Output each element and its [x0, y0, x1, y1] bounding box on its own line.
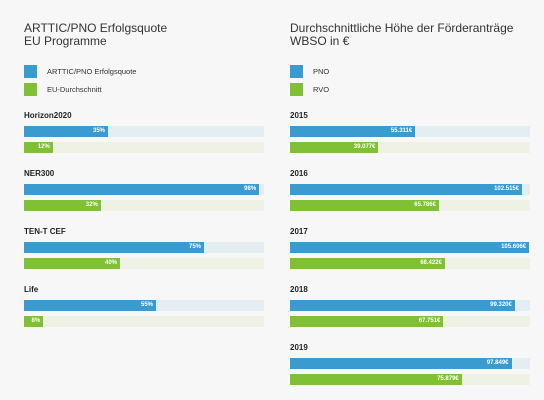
category-label: 2017	[290, 227, 308, 236]
bar-track: 67.751€	[290, 316, 530, 327]
bar-primary: 55%	[24, 300, 156, 311]
bar-secondary: 32%	[24, 200, 101, 211]
category-label: Horizon2020	[24, 111, 72, 120]
bar-track: 65.786€	[290, 200, 530, 211]
legend-item: EU-Durchschnitt	[24, 82, 136, 96]
category-label: NER300	[24, 169, 55, 178]
bar-secondary: 67.751€	[290, 316, 444, 327]
legend-item: PNO	[290, 64, 329, 78]
bar-secondary: 68.422€	[290, 258, 445, 269]
legend-label: PNO	[313, 66, 330, 76]
data-label: 68.422€	[420, 260, 442, 266]
legend-swatch-green	[24, 82, 37, 96]
bar-track: 39.077€	[290, 142, 530, 153]
chart-title: ARTTIC/PNO Erfolgsquote EU Programme	[24, 22, 264, 48]
bar-track: 55%	[24, 300, 264, 311]
bar-group: 2015 55.311€ 39.077€	[290, 110, 530, 153]
data-label: 65.786€	[414, 202, 436, 208]
bar-track: 75%	[24, 242, 264, 253]
chart-title: Durchschnittliche Höhe der Förderanträge…	[290, 22, 530, 48]
data-label: 75%	[188, 244, 201, 250]
legend-swatch-blue	[290, 64, 303, 78]
bar-track: 105.606€	[290, 242, 530, 253]
category-label: 2018	[290, 285, 308, 294]
bar-secondary: 40%	[24, 258, 120, 269]
bar-primary: 97.849€	[290, 358, 512, 369]
bar-track: 102.515€	[290, 184, 530, 195]
bar-group: Life 55% 8%	[24, 284, 264, 327]
bar-group: 2018 99.320€ 67.751€	[290, 284, 530, 327]
bar-primary: 102.515€	[290, 184, 523, 195]
bar-secondary: 39.077€	[290, 142, 379, 153]
bar-track: 55.311€	[290, 126, 530, 137]
legend-item: ARTTIC/PNO Erfolgsquote	[24, 64, 136, 78]
category-label: 2019	[290, 343, 308, 352]
bar-group: 2017 105.606€ 68.422€	[290, 226, 530, 269]
category-label: Life	[24, 285, 39, 294]
data-label: 55.311€	[390, 128, 413, 134]
bar-secondary: 8%	[24, 316, 44, 327]
bar-track: 35%	[24, 126, 264, 137]
data-label: 105.606€	[501, 244, 527, 250]
bar-primary: 75%	[24, 242, 204, 253]
data-label: 35%	[92, 128, 105, 134]
bar-group: TEN-T CEF 75% 40%	[24, 226, 264, 269]
data-label: 55%	[140, 302, 153, 308]
bar-track: 40%	[24, 258, 264, 269]
bar-track: 97.849€	[290, 358, 530, 369]
legend-swatch-green	[290, 82, 303, 96]
category-label: 2015	[290, 111, 308, 120]
bar-track: 8%	[24, 316, 264, 327]
legend-label: RVO	[313, 84, 330, 94]
legend-label: ARTTIC/PNO Erfolgsquote	[47, 66, 137, 76]
data-label: 75.879€	[437, 376, 459, 382]
data-label: 39.077€	[353, 144, 376, 150]
bar-group: 2016 102.515€ 65.786€	[290, 168, 530, 211]
data-label: 32%	[85, 202, 98, 208]
data-label: 40%	[104, 260, 117, 266]
chart-title-line-1: ARTTIC/PNO Erfolgsquote	[24, 21, 168, 35]
bar-track: 75.879€	[290, 374, 530, 385]
data-label: 67.751€	[418, 318, 441, 324]
legend-item: RVO	[290, 82, 329, 96]
bar-track: 12%	[24, 142, 264, 153]
bar-track: 99.320€	[290, 300, 530, 311]
bar-track: 68.422€	[290, 258, 530, 269]
bar-track: 32%	[24, 200, 264, 211]
bar-secondary: 75.879€	[290, 374, 462, 385]
bar-secondary: 65.786€	[290, 200, 439, 211]
bar-primary: 35%	[24, 126, 108, 137]
bar-group: 2019 97.849€ 75.879€	[290, 342, 530, 385]
data-label: 8%	[31, 318, 41, 324]
chart-title-line-2: EU Programme	[24, 34, 107, 48]
data-label: 98%	[244, 186, 257, 192]
chart-title-line-2: WBSO in €	[290, 34, 350, 48]
chart-title-line-1: Durchschnittliche Höhe der Förderanträge	[290, 21, 514, 35]
chart-legend: ARTTIC/PNO Erfolgsquote EU-Durchschnitt	[24, 64, 136, 100]
bar-primary: 99.320€	[290, 300, 515, 311]
data-label: 99.320€	[490, 302, 512, 308]
bar-group: NER300 98% 32%	[24, 168, 264, 211]
legend-label: EU-Durchschnitt	[47, 84, 102, 94]
bar-secondary: 12%	[24, 142, 53, 153]
data-label: 102.515€	[494, 186, 520, 192]
bar-group: Horizon2020 35% 12%	[24, 110, 264, 153]
bar-primary: 98%	[24, 184, 260, 195]
category-label: 2016	[290, 169, 308, 178]
bar-track: 98%	[24, 184, 264, 195]
data-label: 97.849€	[486, 360, 509, 366]
data-label: 12%	[37, 144, 50, 150]
chart-legend: PNO RVO	[290, 64, 329, 100]
legend-swatch-blue	[24, 64, 37, 78]
bar-primary: 55.311€	[290, 126, 416, 137]
category-label: TEN-T CEF	[24, 227, 66, 236]
bar-primary: 105.606€	[290, 242, 530, 253]
